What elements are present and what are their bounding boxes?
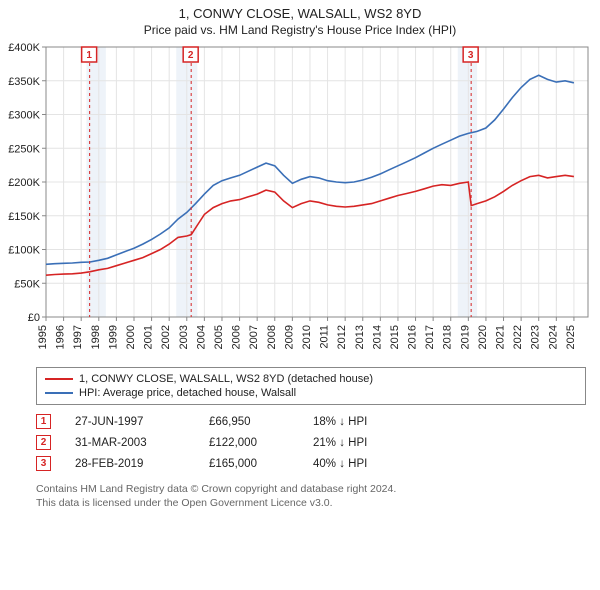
svg-text:2015: 2015 (389, 325, 401, 349)
svg-text:£0: £0 (28, 312, 40, 324)
sale-marker: 2 (36, 435, 51, 450)
svg-text:£400K: £400K (8, 42, 40, 54)
chart-area: £0 £50K £100K £150K £200K £250K £300K £350K £400… (0, 41, 600, 361)
svg-text:£100K: £100K (8, 245, 40, 257)
svg-text:2025: 2025 (565, 325, 577, 349)
svg-text:£250K: £250K (8, 143, 40, 155)
svg-text:£300K: £300K (8, 110, 40, 122)
sale-price: £165,000 (209, 458, 289, 470)
svg-text:2002: 2002 (160, 325, 172, 349)
chart-subtitle: Price paid vs. HM Land Registry's House … (0, 21, 600, 41)
svg-text:£50K: £50K (14, 278, 40, 290)
svg-text:2023: 2023 (530, 325, 542, 349)
legend-row: HPI: Average price, detached house, Wals… (45, 386, 577, 400)
svg-text:2018: 2018 (442, 325, 454, 349)
svg-text:£200K: £200K (8, 177, 40, 189)
svg-text:2012: 2012 (336, 325, 348, 349)
legend-label: 1, CONWY CLOSE, WALSALL, WS2 8YD (detach… (79, 373, 373, 385)
sale-delta: 21% ↓ HPI (313, 437, 413, 449)
sale-row: 1 27-JUN-1997 £66,950 18% ↓ HPI (36, 411, 586, 432)
svg-text:2022: 2022 (512, 325, 524, 349)
svg-text:2000: 2000 (125, 325, 137, 349)
sale-date: 28-FEB-2019 (75, 458, 185, 470)
sale-date: 27-JUN-1997 (75, 416, 185, 428)
legend: 1, CONWY CLOSE, WALSALL, WS2 8YD (detach… (36, 367, 586, 405)
sale-delta: 18% ↓ HPI (313, 416, 413, 428)
svg-text:2004: 2004 (195, 325, 207, 349)
sale-price: £122,000 (209, 437, 289, 449)
footer-attribution: Contains HM Land Registry data © Crown c… (36, 482, 586, 510)
svg-text:2007: 2007 (248, 325, 260, 349)
svg-text:£350K: £350K (8, 76, 40, 88)
line-chart-svg: £0 £50K £100K £150K £200K £250K £300K £350K £400… (0, 41, 600, 361)
svg-text:2020: 2020 (477, 325, 489, 349)
svg-text:2003: 2003 (178, 325, 190, 349)
svg-text:£150K: £150K (8, 211, 40, 223)
footer-line-1: Contains HM Land Registry data © Crown c… (36, 482, 586, 496)
svg-text:2005: 2005 (213, 325, 225, 349)
svg-text:2011: 2011 (319, 325, 331, 349)
svg-text:2016: 2016 (407, 325, 419, 349)
chart-title: 1, CONWY CLOSE, WALSALL, WS2 8YD (0, 0, 600, 21)
sale-price: £66,950 (209, 416, 289, 428)
svg-text:2019: 2019 (459, 325, 471, 349)
svg-text:2: 2 (188, 50, 194, 61)
svg-text:2021: 2021 (495, 325, 507, 349)
svg-text:1997: 1997 (72, 325, 84, 349)
svg-text:2008: 2008 (266, 325, 278, 349)
svg-text:2014: 2014 (371, 325, 383, 349)
svg-text:1998: 1998 (90, 325, 102, 349)
sale-date: 31-MAR-2003 (75, 437, 185, 449)
legend-swatch (45, 392, 73, 394)
svg-text:2013: 2013 (354, 325, 366, 349)
sale-row: 2 31-MAR-2003 £122,000 21% ↓ HPI (36, 432, 586, 453)
svg-text:2009: 2009 (283, 325, 295, 349)
footer-line-2: This data is licensed under the Open Gov… (36, 496, 586, 510)
sale-marker: 3 (36, 456, 51, 471)
svg-text:2017: 2017 (424, 325, 436, 349)
svg-text:2024: 2024 (547, 325, 559, 349)
svg-text:3: 3 (468, 50, 474, 61)
legend-row: 1, CONWY CLOSE, WALSALL, WS2 8YD (detach… (45, 372, 577, 386)
sale-row: 3 28-FEB-2019 £165,000 40% ↓ HPI (36, 453, 586, 474)
svg-text:1996: 1996 (55, 325, 67, 349)
svg-text:2010: 2010 (301, 325, 313, 349)
sale-delta: 40% ↓ HPI (313, 458, 413, 470)
legend-swatch (45, 378, 73, 380)
svg-text:1: 1 (86, 50, 92, 61)
sales-table: 1 27-JUN-1997 £66,950 18% ↓ HPI 2 31-MAR-2003… (36, 411, 586, 474)
svg-text:2001: 2001 (143, 325, 155, 349)
svg-text:2006: 2006 (231, 325, 243, 349)
svg-text:1995: 1995 (37, 325, 49, 349)
legend-label: HPI: Average price, detached house, Wals… (79, 387, 296, 399)
sale-marker: 1 (36, 414, 51, 429)
svg-text:1999: 1999 (107, 325, 119, 349)
